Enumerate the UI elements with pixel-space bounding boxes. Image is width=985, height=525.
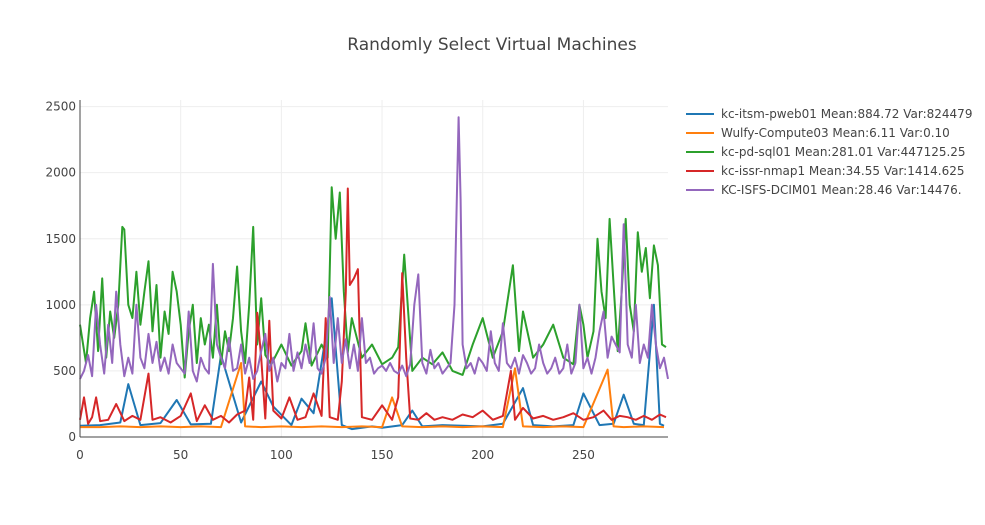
x-tick-label: 0 [76,448,84,462]
legend-label: kc-issr-nmap1 Mean:34.55 Var:1414.625 [721,164,965,178]
x-tick-label: 150 [371,448,394,462]
axes [79,100,668,438]
series-lines [79,116,669,431]
legend-item[interactable]: kc-issr-nmap1 Mean:34.55 Var:1414.625 [686,164,965,178]
y-tick-label: 1500 [45,232,76,246]
legend-item[interactable]: kc-itsm-pweb01 Mean:884.72 Var:824479 [686,107,972,121]
x-tick-label: 100 [270,448,293,462]
legend-item[interactable]: KC-ISFS-DCIM01 Mean:28.46 Var:14476. [686,183,962,197]
legend-item[interactable]: kc-pd-sql01 Mean:281.01 Var:447125.25 [686,145,966,159]
grid-lines [80,100,668,438]
legend-label: KC-ISFS-DCIM01 Mean:28.46 Var:14476. [721,183,962,197]
x-tick-label: 250 [572,448,595,462]
series-line-5 [79,116,669,383]
chart-title: Randomly Select Virtual Machines [347,35,637,55]
legend[interactable]: kc-itsm-pweb01 Mean:884.72 Var:824479 Wul… [686,107,972,197]
y-tick-label: 500 [53,364,76,378]
y-tick-label: 0 [68,430,76,444]
x-tick-label: 200 [471,448,494,462]
legend-label: Wulfy-Compute03 Mean:6.11 Var:0.10 [721,126,950,140]
series-line-4 [79,187,667,425]
x-tick-label: 50 [173,448,188,462]
series-line-3 [79,186,667,379]
y-tick-label: 2500 [45,100,76,114]
y-tick-label: 2000 [45,166,76,180]
legend-label: kc-itsm-pweb01 Mean:884.72 Var:824479 [721,107,972,121]
legend-label: kc-pd-sql01 Mean:281.01 Var:447125.25 [721,145,966,159]
y-tick-label: 1000 [45,298,76,312]
legend-item[interactable]: Wulfy-Compute03 Mean:6.11 Var:0.10 [686,126,950,140]
